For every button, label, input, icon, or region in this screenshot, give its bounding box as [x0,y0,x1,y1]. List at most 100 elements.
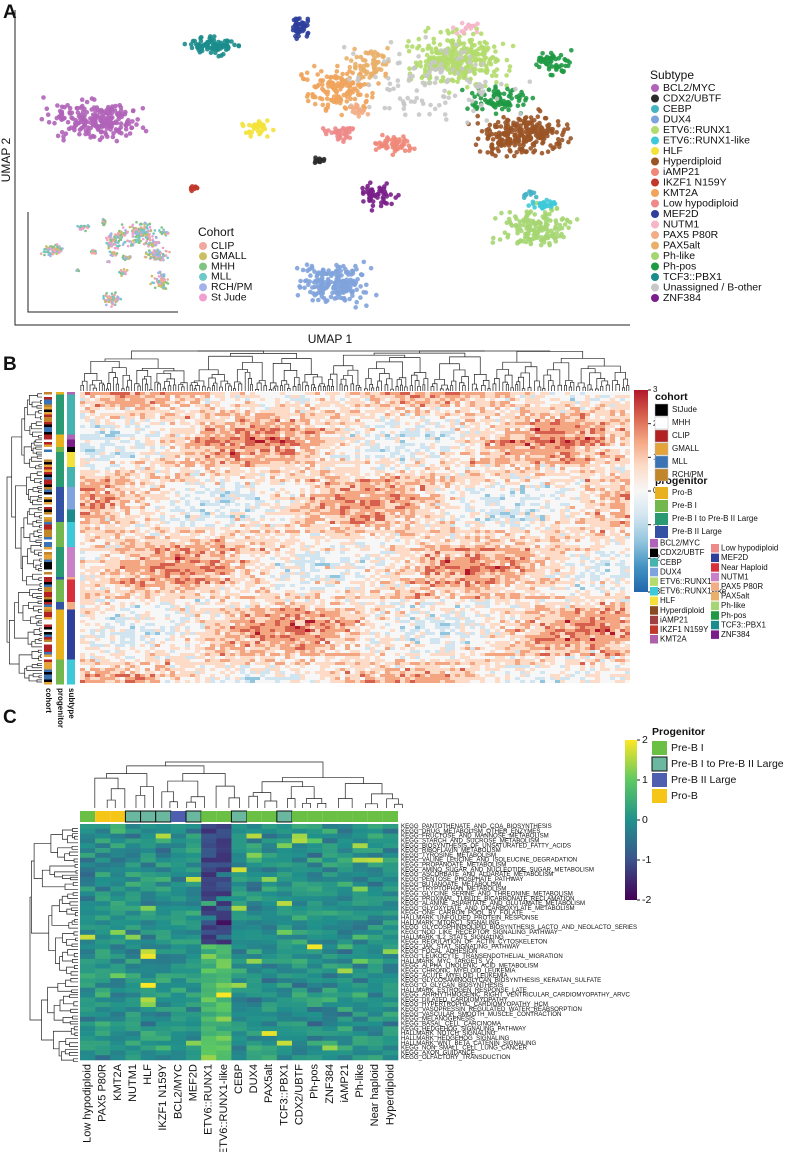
heatmap-cell [550,410,555,413]
heatmap-cell [465,431,470,434]
inset-point [116,247,119,250]
umap-point [564,122,570,127]
heatmap-cell [190,410,195,413]
heatmap-cell [505,398,510,401]
heatmap-cell [205,440,210,443]
heatmap-cell [120,431,125,434]
heatmap-cell [590,449,595,452]
heatmap-cell [580,419,585,422]
heatmap-cell [370,398,375,401]
legend-title: Progenitor [652,726,705,738]
inset-point [153,286,157,290]
heatmap-cell [495,443,500,446]
heatmap-cell [325,410,330,413]
heatmap-cell [400,431,405,434]
inset-point [55,243,59,246]
heatmap-cell [240,413,245,416]
heatmap-cell [345,422,350,425]
heatmap-cell [285,419,290,422]
heatmap-cell [390,437,395,440]
inset-point [144,252,148,255]
umap-point [455,70,460,76]
umap-point [347,81,353,86]
umap-point [515,239,521,245]
heatmap-cell [495,437,500,440]
heatmap-cell [345,449,350,452]
legend-swatch [199,283,207,292]
heatmap-cell [305,419,310,422]
heatmap-cell [225,443,230,446]
umap-point [524,209,530,214]
heatmap-cell [200,401,205,404]
heatmap-cell [165,428,170,431]
heatmap-cell [490,392,495,395]
heatmap-cell [385,443,390,446]
heatmap-cell [395,392,400,395]
umap-point [494,80,499,85]
heatmap-cell [405,416,410,419]
heatmap-cell [450,440,455,443]
heatmap-cell [250,401,255,404]
heatmap-cell [590,425,595,428]
heatmap-cell [100,434,105,437]
heatmap-cell [470,434,475,437]
heatmap-cell [100,401,105,404]
heatmap-cell [150,395,155,398]
umap-point [444,47,450,53]
umap-point [376,81,381,86]
heatmap-cell [550,431,555,434]
inset-point [127,255,130,259]
heatmap-cell [355,449,360,452]
umap-point [574,217,580,222]
heatmap-cell [295,425,300,428]
heatmap-cell [490,440,495,443]
heatmap-cell [80,413,85,416]
heatmap-cell [320,407,325,410]
heatmap-cell [150,437,155,440]
heatmap-cell [490,422,495,425]
heatmap-cell [495,440,500,443]
inset-point [106,260,110,263]
heatmap-cell [220,392,225,395]
heatmap-cell [355,422,360,425]
heatmap-cell [440,440,445,443]
umap-point [378,67,384,72]
heatmap-cell [170,422,175,425]
heatmap-cell [425,419,430,422]
umap-point [433,67,438,72]
umap-point [410,73,416,79]
umap-point [531,190,537,196]
heatmap-cell [345,398,350,401]
heatmap-cell [260,437,265,440]
heatmap-cell [625,407,630,410]
heatmap-cell [145,395,150,398]
heatmap-cell [190,440,195,443]
heatmap-cell [210,392,215,395]
heatmap-cell [325,446,330,449]
legend-swatch [651,136,659,145]
umap-point [507,68,512,73]
heatmap-cell [355,410,360,413]
heatmap-cell [215,428,220,431]
umap-point [450,67,456,72]
umap-point [329,130,335,135]
heatmap-cell [185,434,190,437]
heatmap-cell [520,422,525,425]
heatmap-cell [280,419,285,422]
heatmap-cell [325,431,330,434]
heatmap-cell [265,425,270,428]
heatmap-cell [490,410,495,413]
umap-point [383,142,389,147]
umap-point [317,278,322,284]
heatmap-cell [385,392,390,395]
heatmap-cell [385,410,390,413]
heatmap-cell [295,410,300,413]
umap-point [368,197,373,202]
heatmap-cell [455,401,460,404]
heatmap-cell [320,419,325,422]
heatmap-cell [230,431,235,434]
heatmap-cell [395,437,400,440]
umap-point [494,67,500,72]
heatmap-cell [335,431,340,434]
heatmap-cell [410,416,415,419]
